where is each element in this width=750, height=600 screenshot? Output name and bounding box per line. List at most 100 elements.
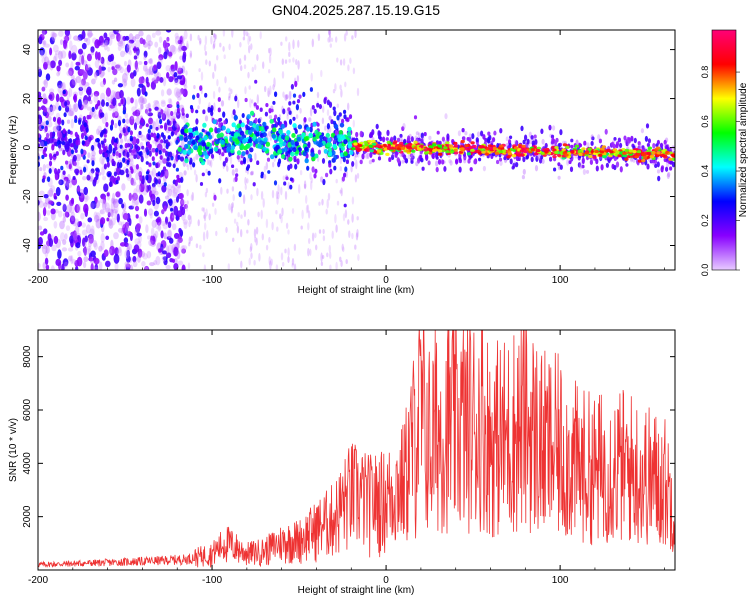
spectrogram-cell xyxy=(170,131,174,137)
spectrogram-cell xyxy=(71,52,77,61)
spectrogram-cell xyxy=(647,138,652,144)
spectrogram-cell xyxy=(162,222,169,230)
spectrogram-cell xyxy=(179,80,185,86)
spectrogram-cell xyxy=(131,192,138,201)
spectrogram-cell xyxy=(467,158,471,164)
spectrogram-cell xyxy=(69,215,76,225)
spectrogram-cell xyxy=(50,208,56,215)
spectrogram-cell xyxy=(66,98,70,109)
spectrogram-cell xyxy=(154,178,159,185)
spectrogram-cell xyxy=(334,213,337,224)
spectrogram-cell xyxy=(120,98,124,105)
spectrogram-cell xyxy=(73,102,79,113)
spectrogram-cell xyxy=(199,37,202,45)
spectrogram-cell xyxy=(308,117,312,122)
spectrogram-cell xyxy=(148,108,152,112)
spectrogram-cell xyxy=(625,141,629,147)
spectrogram-cell xyxy=(95,173,99,181)
spectrogram-cell xyxy=(397,144,403,148)
spectrogram-cell xyxy=(461,128,465,133)
spectrogram-cell xyxy=(40,140,45,150)
spectrogram-cell xyxy=(248,257,251,266)
spectrogram-cell xyxy=(420,157,424,163)
spectrogram-cell xyxy=(81,30,86,40)
spectrogram-cell xyxy=(161,170,165,175)
spectrogram-cell xyxy=(201,172,205,177)
spectrogram-cell xyxy=(104,112,108,122)
spectrogram-cell xyxy=(134,143,138,150)
spectrogram-cell xyxy=(237,99,240,109)
spectrogram-cell xyxy=(291,133,296,138)
spectrogram-cell xyxy=(79,188,85,199)
spectrogram-cell xyxy=(129,137,133,142)
spectrogram-cell xyxy=(359,130,363,138)
spectrogram-cell xyxy=(226,128,231,134)
spectrogram-cell xyxy=(202,109,206,115)
spectrogram-cell xyxy=(58,105,62,111)
spectrogram-cell xyxy=(268,47,271,54)
spectrogram-cell xyxy=(382,143,387,147)
spectrogram-cell xyxy=(243,64,247,69)
spectrogram-cell xyxy=(105,121,109,128)
x-tick-label: -200 xyxy=(28,275,48,286)
colorbar-tick-label: 0.6 xyxy=(700,115,710,128)
spectrogram-cell xyxy=(357,253,360,262)
spectrogram-cell xyxy=(214,126,218,134)
spectrogram-cell xyxy=(520,153,525,157)
spectrogram-cell xyxy=(308,132,313,138)
spectrogram-cell xyxy=(126,231,132,237)
spectrogram-cell xyxy=(632,150,637,154)
spectrogram-cell xyxy=(340,187,343,197)
spectrogram-cell xyxy=(104,260,111,268)
spectrogram-cell xyxy=(322,105,325,113)
spectrogram-cell xyxy=(156,132,160,139)
spectrogram-cell xyxy=(212,119,217,125)
spectrogram-cell xyxy=(283,181,287,186)
spectrogram-cell xyxy=(494,151,499,155)
spectrogram-cell xyxy=(231,122,236,128)
spectrogram-cell xyxy=(240,65,243,72)
spectrogram-cell xyxy=(503,156,507,161)
spectrogram-cell xyxy=(118,125,123,132)
spectrogram-cell xyxy=(488,146,494,151)
spectrogram-cell xyxy=(87,247,91,256)
spectrogram-cell xyxy=(62,216,66,223)
spectrogram-cell xyxy=(129,130,133,136)
spectrogram-cell xyxy=(277,191,280,200)
spectrogram-cell xyxy=(507,152,512,156)
spectrogram-cell xyxy=(138,194,144,204)
spectrogram-cell xyxy=(145,76,149,85)
spectrogram-cell xyxy=(268,236,271,243)
spectrogram-cell xyxy=(296,136,301,142)
spectrogram-cell xyxy=(307,247,310,257)
spectrogram-cell xyxy=(368,133,373,139)
spectrogram-cell xyxy=(554,140,558,145)
spectrogram-cell xyxy=(111,79,116,85)
spectrogram-cell xyxy=(327,137,332,143)
spectrogram-cell xyxy=(248,85,251,90)
spectrogram-cell xyxy=(167,229,173,238)
spectrogram-cell xyxy=(321,198,324,206)
spectrogram-cell xyxy=(651,151,656,155)
spectrogram-cell xyxy=(276,196,279,205)
spectrogram-cell xyxy=(265,244,269,251)
spectrogram-cell xyxy=(296,158,300,165)
spectrogram-cell xyxy=(86,37,91,46)
spectrogram-cell xyxy=(69,40,73,51)
spectrogram-cell xyxy=(93,90,100,97)
spectrogram-cell xyxy=(133,244,140,253)
spectrogram-cell xyxy=(657,175,661,182)
colorbar: 0.00.20.40.60.8 Normalized spectral ampl… xyxy=(700,29,749,276)
spectrogram-cell xyxy=(585,169,590,174)
spectrogram-cell xyxy=(652,160,656,166)
spectrogram-cell xyxy=(178,88,185,95)
spectrogram-cell xyxy=(280,123,286,129)
spectrogram-cell xyxy=(553,167,557,172)
spectrogram-cell xyxy=(182,219,188,225)
spectrogram-cell xyxy=(509,148,515,152)
spectrogram-cell xyxy=(470,148,475,152)
spectrogram-cell xyxy=(84,99,89,108)
spectrogram-cell xyxy=(295,58,298,66)
spectrogram-cell xyxy=(313,173,317,179)
